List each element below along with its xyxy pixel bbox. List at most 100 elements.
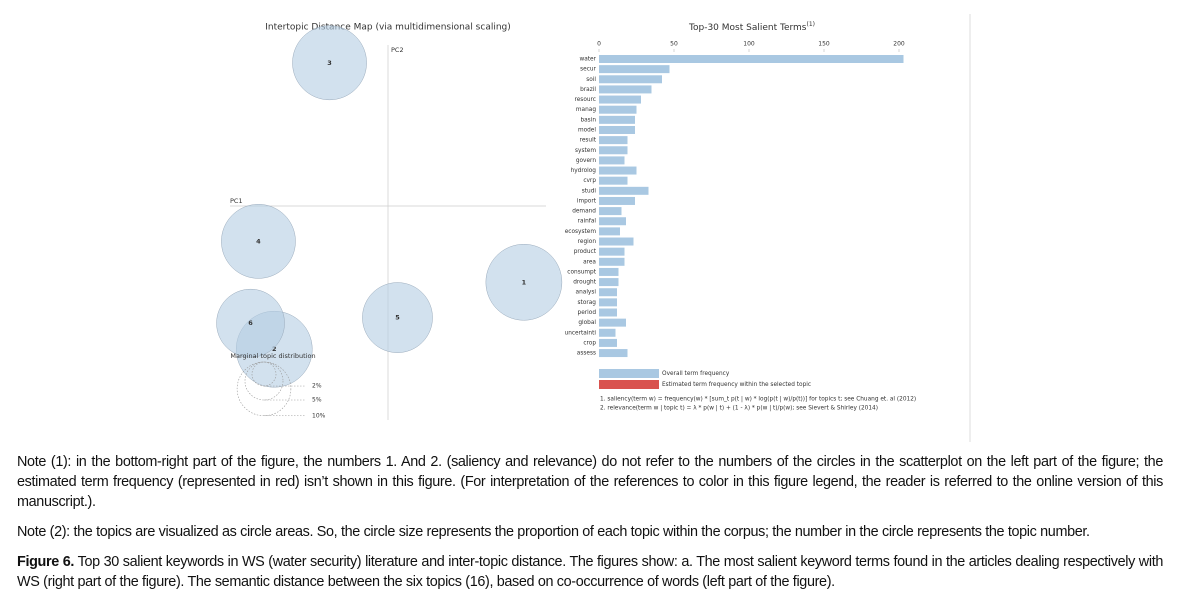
- text-block: Note (1): in the bottom-right part of th…: [17, 452, 1163, 602]
- caption-label: Figure 6.: [17, 554, 75, 570]
- bar: [599, 166, 637, 175]
- legend-label: Overall term frequency: [662, 371, 730, 377]
- size-legend-label: 10%: [312, 412, 326, 419]
- caption-text: Top 30 salient keywords in WS (water sec…: [17, 554, 1163, 590]
- y-tick-label: manag: [576, 107, 596, 113]
- bar: [599, 217, 626, 226]
- chart-title: Top-30 Most Salient Terms(1): [688, 21, 815, 33]
- y-tick-label: model: [578, 127, 596, 133]
- y-tick-label: studi: [582, 188, 597, 194]
- legend-swatch: [599, 380, 659, 389]
- bar: [599, 55, 904, 63]
- topic-label: 3: [327, 59, 332, 67]
- topic-circle: [292, 25, 367, 101]
- topic-circle: [485, 243, 563, 321]
- bar: [599, 85, 652, 94]
- topic-label: 4: [256, 237, 261, 245]
- y-tick-label: crop: [583, 340, 596, 346]
- bar: [599, 176, 628, 185]
- bar: [599, 95, 641, 104]
- y-tick-label: cvrp: [583, 178, 596, 184]
- x-tick-label: 150: [818, 41, 830, 48]
- y-tick-label: result: [580, 138, 597, 144]
- y-tick-label: uncertainti: [565, 330, 597, 336]
- topic-label: 5: [395, 314, 400, 322]
- y-tick-label: storag: [578, 300, 597, 306]
- y-tick-label: resourc: [574, 97, 596, 103]
- bar: [599, 237, 634, 246]
- caption: Figure 6. Top 30 salient keywords in WS …: [17, 552, 1163, 592]
- y-axis-label: PC2: [391, 46, 404, 54]
- bar: [599, 298, 617, 307]
- y-tick-label: demand: [572, 209, 596, 215]
- bar: [599, 288, 617, 297]
- bar: [599, 65, 670, 74]
- y-tick-label: global: [578, 320, 596, 326]
- bar: [599, 196, 635, 205]
- topic-label: 2: [272, 345, 277, 353]
- bar: [599, 338, 617, 347]
- x-tick-label: 100: [743, 41, 755, 48]
- legend-swatch: [599, 369, 659, 378]
- y-tick-label: period: [578, 310, 597, 316]
- legend-label: Estimated term frequency within the sele…: [662, 382, 811, 388]
- topic-label: 1: [522, 278, 527, 286]
- bar: [599, 308, 617, 317]
- bar: [599, 125, 635, 134]
- y-tick-label: ecosystem: [565, 229, 597, 235]
- bar: [599, 247, 625, 256]
- note: Note (2): the topics are visualized as c…: [17, 524, 1090, 540]
- topic-circle: [221, 204, 296, 279]
- bar: [599, 146, 628, 155]
- topic-label: 6: [248, 319, 253, 327]
- y-tick-label: assess: [577, 351, 596, 357]
- bar: [599, 136, 628, 145]
- y-tick-label: hydrolog: [571, 168, 597, 174]
- bar: [599, 186, 649, 195]
- x-axis-label: PC1: [230, 197, 243, 205]
- title-text: Top-30 Most Salient Terms: [688, 23, 807, 33]
- y-tick-label: brazil: [580, 87, 596, 93]
- footnote: 2. relevance(term w | topic t) = λ * p(w…: [600, 406, 878, 412]
- topic-circle: [362, 282, 433, 353]
- y-tick-label: region: [578, 239, 597, 245]
- y-tick-label: basin: [580, 117, 596, 123]
- size-legend-circle: [236, 361, 292, 417]
- y-tick-label: import: [577, 198, 597, 204]
- y-tick-label: analysi: [576, 290, 597, 296]
- y-tick-label: consumpt: [567, 269, 596, 275]
- x-tick-label: 0: [597, 41, 601, 48]
- bar: [599, 207, 622, 216]
- bar: [599, 349, 628, 358]
- figure: Intertopic Distance Map (via multidimens…: [216, 14, 971, 442]
- title-note: (1): [806, 21, 815, 28]
- y-tick-label: govern: [576, 158, 597, 164]
- y-tick-label: soil: [586, 77, 596, 83]
- bar: [599, 328, 616, 337]
- bar: [599, 227, 620, 236]
- bar: [599, 156, 625, 165]
- size-legend-circle: [244, 361, 284, 401]
- y-tick-label: area: [583, 259, 596, 265]
- footnote: 1. saliency(term w) = frequency(w) * [su…: [600, 397, 916, 403]
- topic-circle: [216, 288, 285, 358]
- y-tick-label: water: [579, 57, 596, 63]
- chart-title: Intertopic Distance Map (via multidimens…: [265, 23, 511, 33]
- x-tick-label: 200: [893, 41, 905, 48]
- size-legend-label: 2%: [312, 383, 322, 390]
- y-tick-label: system: [575, 148, 596, 154]
- y-tick-label: product: [574, 249, 597, 255]
- x-tick-label: 50: [670, 41, 678, 48]
- bar: [599, 257, 625, 266]
- bar: [599, 318, 626, 327]
- bar: [599, 115, 635, 124]
- y-tick-label: rainfal: [578, 219, 597, 225]
- bar: [599, 75, 662, 84]
- y-tick-label: secur: [580, 67, 596, 73]
- bar: [599, 105, 637, 114]
- bar: [599, 267, 619, 276]
- size-legend-label: 5%: [312, 397, 322, 404]
- y-tick-label: drought: [573, 280, 597, 286]
- bar: [599, 278, 619, 287]
